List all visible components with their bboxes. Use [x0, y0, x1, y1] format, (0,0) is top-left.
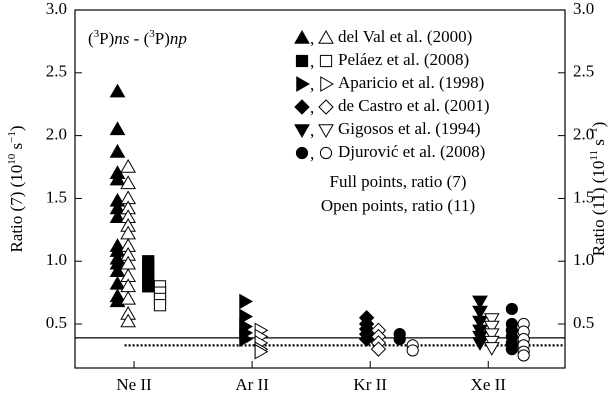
full-point	[239, 293, 254, 310]
full-point	[505, 343, 518, 356]
annotation-part: np	[170, 29, 187, 48]
legend-separator: ,	[310, 121, 314, 140]
open-point	[120, 290, 136, 305]
open-point	[483, 313, 500, 328]
full-point	[109, 143, 126, 158]
legend-marker-open	[320, 76, 335, 92]
legend-separator: ,	[310, 144, 314, 163]
x-tick-label: Ne II	[116, 375, 152, 394]
open-point	[120, 175, 136, 190]
legend-marker-full	[295, 54, 309, 68]
y-axis-label-part: 10	[6, 153, 18, 165]
legend-label: Gigosos et al. (1994)	[338, 119, 481, 138]
legend-marker-open	[318, 99, 334, 115]
legend-label: Peláez et al. (2008)	[338, 50, 469, 69]
open-point	[483, 342, 500, 356]
full-point	[393, 333, 406, 346]
y2-axis-label-part: 11	[588, 150, 600, 161]
full-point	[505, 302, 518, 316]
y-tick-label: 2.0	[46, 125, 67, 144]
legend-separator: ,	[310, 29, 314, 48]
y-tick-label: 2.5	[46, 62, 67, 81]
x-tick-label: Ar II	[235, 375, 269, 394]
legend-marker-open	[318, 29, 334, 44]
y-axis-label-part: Ratio (7) (10	[7, 165, 26, 253]
y-tick-label: 3.0	[46, 0, 67, 18]
full-point	[109, 83, 126, 98]
y-tick-label: 0.5	[46, 313, 67, 332]
annotation-part: - (	[129, 29, 149, 48]
legend-label: Aparicio et al. (1998)	[338, 73, 484, 92]
full-point	[472, 305, 488, 320]
full-point	[239, 331, 254, 347]
open-point	[517, 349, 530, 362]
annotation-part: ns	[114, 29, 130, 48]
full-point	[142, 280, 155, 293]
legend-separator: ,	[310, 52, 314, 71]
open-point	[370, 341, 387, 357]
y2-tick-label: 1.0	[573, 250, 594, 269]
legend-label: del Val et al. (2000)	[338, 27, 472, 46]
open-point	[483, 328, 500, 343]
y2-axis-label: Ratio (11) (1011 s−1)	[588, 122, 608, 257]
y2-axis-label-part: Ratio (11) (10	[589, 161, 608, 257]
y2-tick-label: 0.5	[573, 313, 594, 332]
y2-axis-label-part: −1	[588, 127, 600, 139]
x-tick-label: Kr II	[353, 375, 387, 394]
note: Open points, ratio (11)	[321, 196, 475, 215]
open-point	[120, 159, 136, 173]
full-point	[472, 315, 488, 330]
annotation-part: 3	[94, 28, 100, 40]
legend-marker-full	[296, 76, 311, 92]
y2-tick-label: 2.5	[573, 62, 594, 81]
legend-marker-open	[318, 124, 334, 139]
plot-frame	[74, 9, 566, 369]
open-point	[120, 313, 136, 328]
annotation-part: 3	[149, 28, 155, 40]
legend-separator: ,	[310, 75, 314, 94]
note: Full points, ratio (7)	[330, 172, 467, 191]
legend-label: Djurović et al. (2008)	[338, 142, 485, 161]
y-tick-label: 1.0	[46, 250, 67, 269]
y2-tick-label: 1.5	[573, 187, 594, 206]
legend-marker-full	[294, 99, 310, 115]
y-axis-label-part: s	[7, 143, 26, 154]
legend-marker-full	[294, 124, 310, 139]
legend-label: de Castro et al. (2001)	[338, 96, 490, 115]
annotation-part: P)	[155, 29, 170, 48]
legend-marker-open	[319, 146, 333, 160]
full-point	[472, 337, 488, 351]
y2-tick-label: 3.0	[573, 0, 594, 18]
annotation: (3P)ns - (3P)np	[88, 28, 187, 48]
legend-separator: ,	[310, 98, 314, 117]
y-axis-label: Ratio (7) (1010 s−1)	[6, 125, 26, 252]
y2-axis-label-part: s	[589, 139, 608, 150]
open-point	[483, 320, 500, 335]
full-point	[472, 295, 488, 310]
annotation-part: P)	[99, 29, 114, 48]
y-tick-label: 1.5	[46, 187, 67, 206]
y2-tick-label: 2.0	[573, 125, 594, 144]
open-point	[153, 299, 167, 312]
full-point	[109, 209, 126, 224]
full-point	[109, 121, 126, 136]
open-point	[254, 343, 269, 360]
legend-marker-full	[295, 146, 309, 160]
open-point	[406, 344, 419, 357]
annotation-part: (	[88, 29, 94, 48]
full-point	[239, 308, 254, 325]
legend-marker-open	[319, 54, 333, 68]
x-tick-label: Xe II	[471, 375, 507, 394]
y-axis-label-part: )	[7, 125, 26, 131]
y-axis-label-part: −1	[6, 131, 18, 143]
y2-axis-label-part: )	[589, 122, 608, 128]
full-point	[109, 171, 126, 186]
legend-marker-full	[294, 29, 310, 44]
